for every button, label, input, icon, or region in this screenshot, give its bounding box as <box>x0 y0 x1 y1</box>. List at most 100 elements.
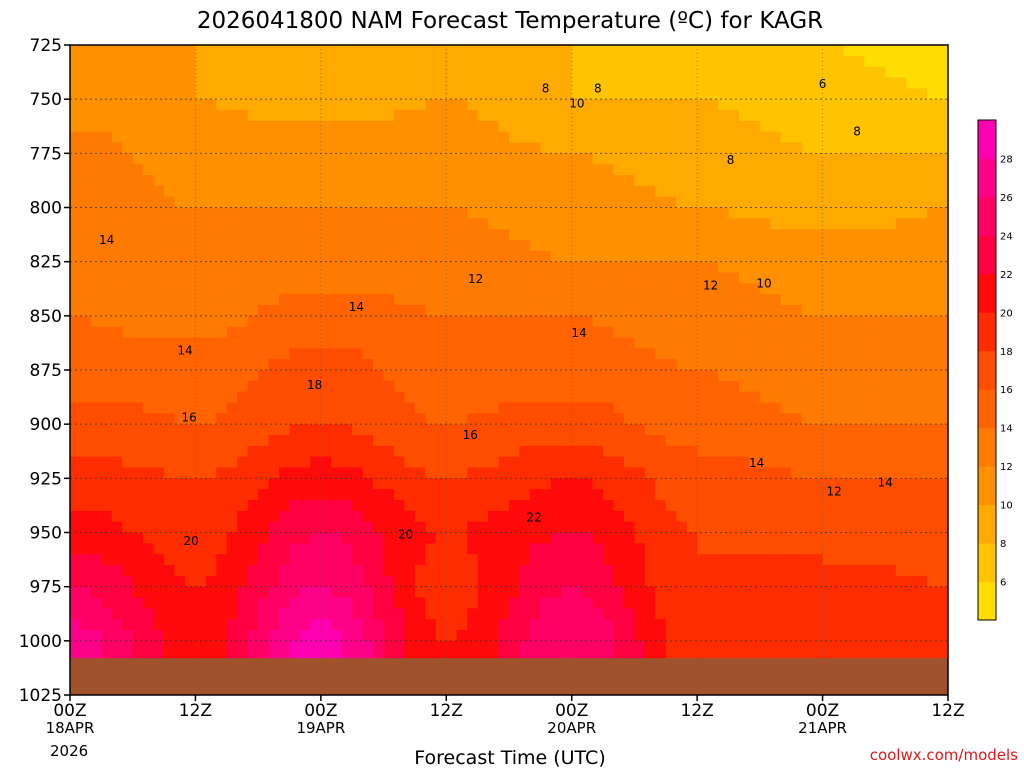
field-cell <box>456 402 468 414</box>
field-cell <box>759 272 771 284</box>
field-cell <box>519 619 531 631</box>
field-cell <box>697 153 709 165</box>
field-cell <box>592 586 604 599</box>
field-cell <box>613 99 625 111</box>
field-cell <box>143 478 155 490</box>
field-cell <box>885 413 897 425</box>
field-cell <box>174 619 186 631</box>
field-cell <box>488 164 500 176</box>
field-cell <box>456 521 468 534</box>
field-cell <box>676 413 688 425</box>
field-cell <box>833 380 845 393</box>
field-cell <box>906 543 918 555</box>
field-cell <box>80 131 92 144</box>
field-cell <box>258 445 270 458</box>
field-cell <box>561 445 573 458</box>
field-cell <box>812 435 824 447</box>
field-cell <box>634 88 646 100</box>
field-cell <box>341 500 353 512</box>
field-cell <box>331 565 343 577</box>
field-cell <box>258 99 270 111</box>
field-cell <box>927 543 939 555</box>
field-cell <box>237 272 249 284</box>
field-cell <box>634 164 646 176</box>
field-cell <box>676 131 688 144</box>
field-cell <box>394 110 406 122</box>
field-cell <box>874 185 886 198</box>
field-cell <box>843 651 855 664</box>
field-cell <box>414 630 426 642</box>
field-cell <box>247 218 259 230</box>
field-cell <box>132 218 144 230</box>
field-cell <box>320 402 332 414</box>
field-cell <box>477 142 489 154</box>
field-cell <box>655 478 667 490</box>
field-cell <box>644 240 656 252</box>
field-cell <box>843 294 855 306</box>
field-cell <box>843 45 855 57</box>
field-cell <box>373 175 385 187</box>
field-cell <box>791 500 803 512</box>
field-cell <box>184 326 197 339</box>
field-cell <box>801 586 813 599</box>
field-cell <box>550 500 562 512</box>
field-cell <box>906 467 918 479</box>
field-cell <box>623 565 636 577</box>
field-cell <box>603 380 615 393</box>
field-cell <box>665 250 677 263</box>
field-cell <box>895 402 907 414</box>
field-cell <box>874 218 886 230</box>
field-cell <box>822 478 834 490</box>
field-cell <box>718 359 730 371</box>
field-cell <box>812 55 824 68</box>
field-cell <box>927 164 939 176</box>
field-cell <box>885 640 897 653</box>
field-cell <box>383 445 395 458</box>
field-cell <box>540 207 552 219</box>
field-cell <box>540 110 552 122</box>
field-cell <box>509 66 521 79</box>
field-cell <box>864 110 876 122</box>
field-cell <box>174 348 186 360</box>
field-cell <box>394 500 406 512</box>
field-cell <box>738 250 750 263</box>
field-cell <box>822 597 834 609</box>
field-cell <box>331 294 343 306</box>
field-cell <box>488 370 500 382</box>
field-cell <box>184 500 197 512</box>
field-cell <box>184 370 197 382</box>
field-cell <box>435 456 447 469</box>
field-cell <box>759 175 771 187</box>
field-cell <box>394 294 406 306</box>
field-cell <box>111 640 123 653</box>
field-cell <box>874 294 886 306</box>
field-cell <box>592 413 604 425</box>
field-cell <box>383 370 395 382</box>
field-cell <box>634 294 646 306</box>
field-cell <box>655 370 667 382</box>
field-cell <box>843 164 855 176</box>
field-cell <box>843 456 855 469</box>
field-cell <box>550 619 562 631</box>
field-cell <box>707 640 719 653</box>
field-cell <box>822 294 834 306</box>
field-cell <box>780 554 792 566</box>
field-cell <box>780 77 792 89</box>
field-cell <box>885 500 897 512</box>
field-cell <box>592 359 604 371</box>
field-cell <box>550 110 562 122</box>
field-cell <box>540 380 552 393</box>
field-cell <box>153 478 165 490</box>
field-cell <box>697 261 709 274</box>
field-cell <box>456 131 468 144</box>
field-cell <box>320 467 332 479</box>
field-cell <box>780 630 792 642</box>
field-cell <box>676 651 688 664</box>
field-cell <box>268 500 280 512</box>
field-cell <box>352 131 364 144</box>
field-cell <box>456 88 468 100</box>
field-cell <box>676 110 688 122</box>
field-cell <box>885 575 897 588</box>
field-cell <box>509 630 521 642</box>
field-cell <box>216 337 228 349</box>
